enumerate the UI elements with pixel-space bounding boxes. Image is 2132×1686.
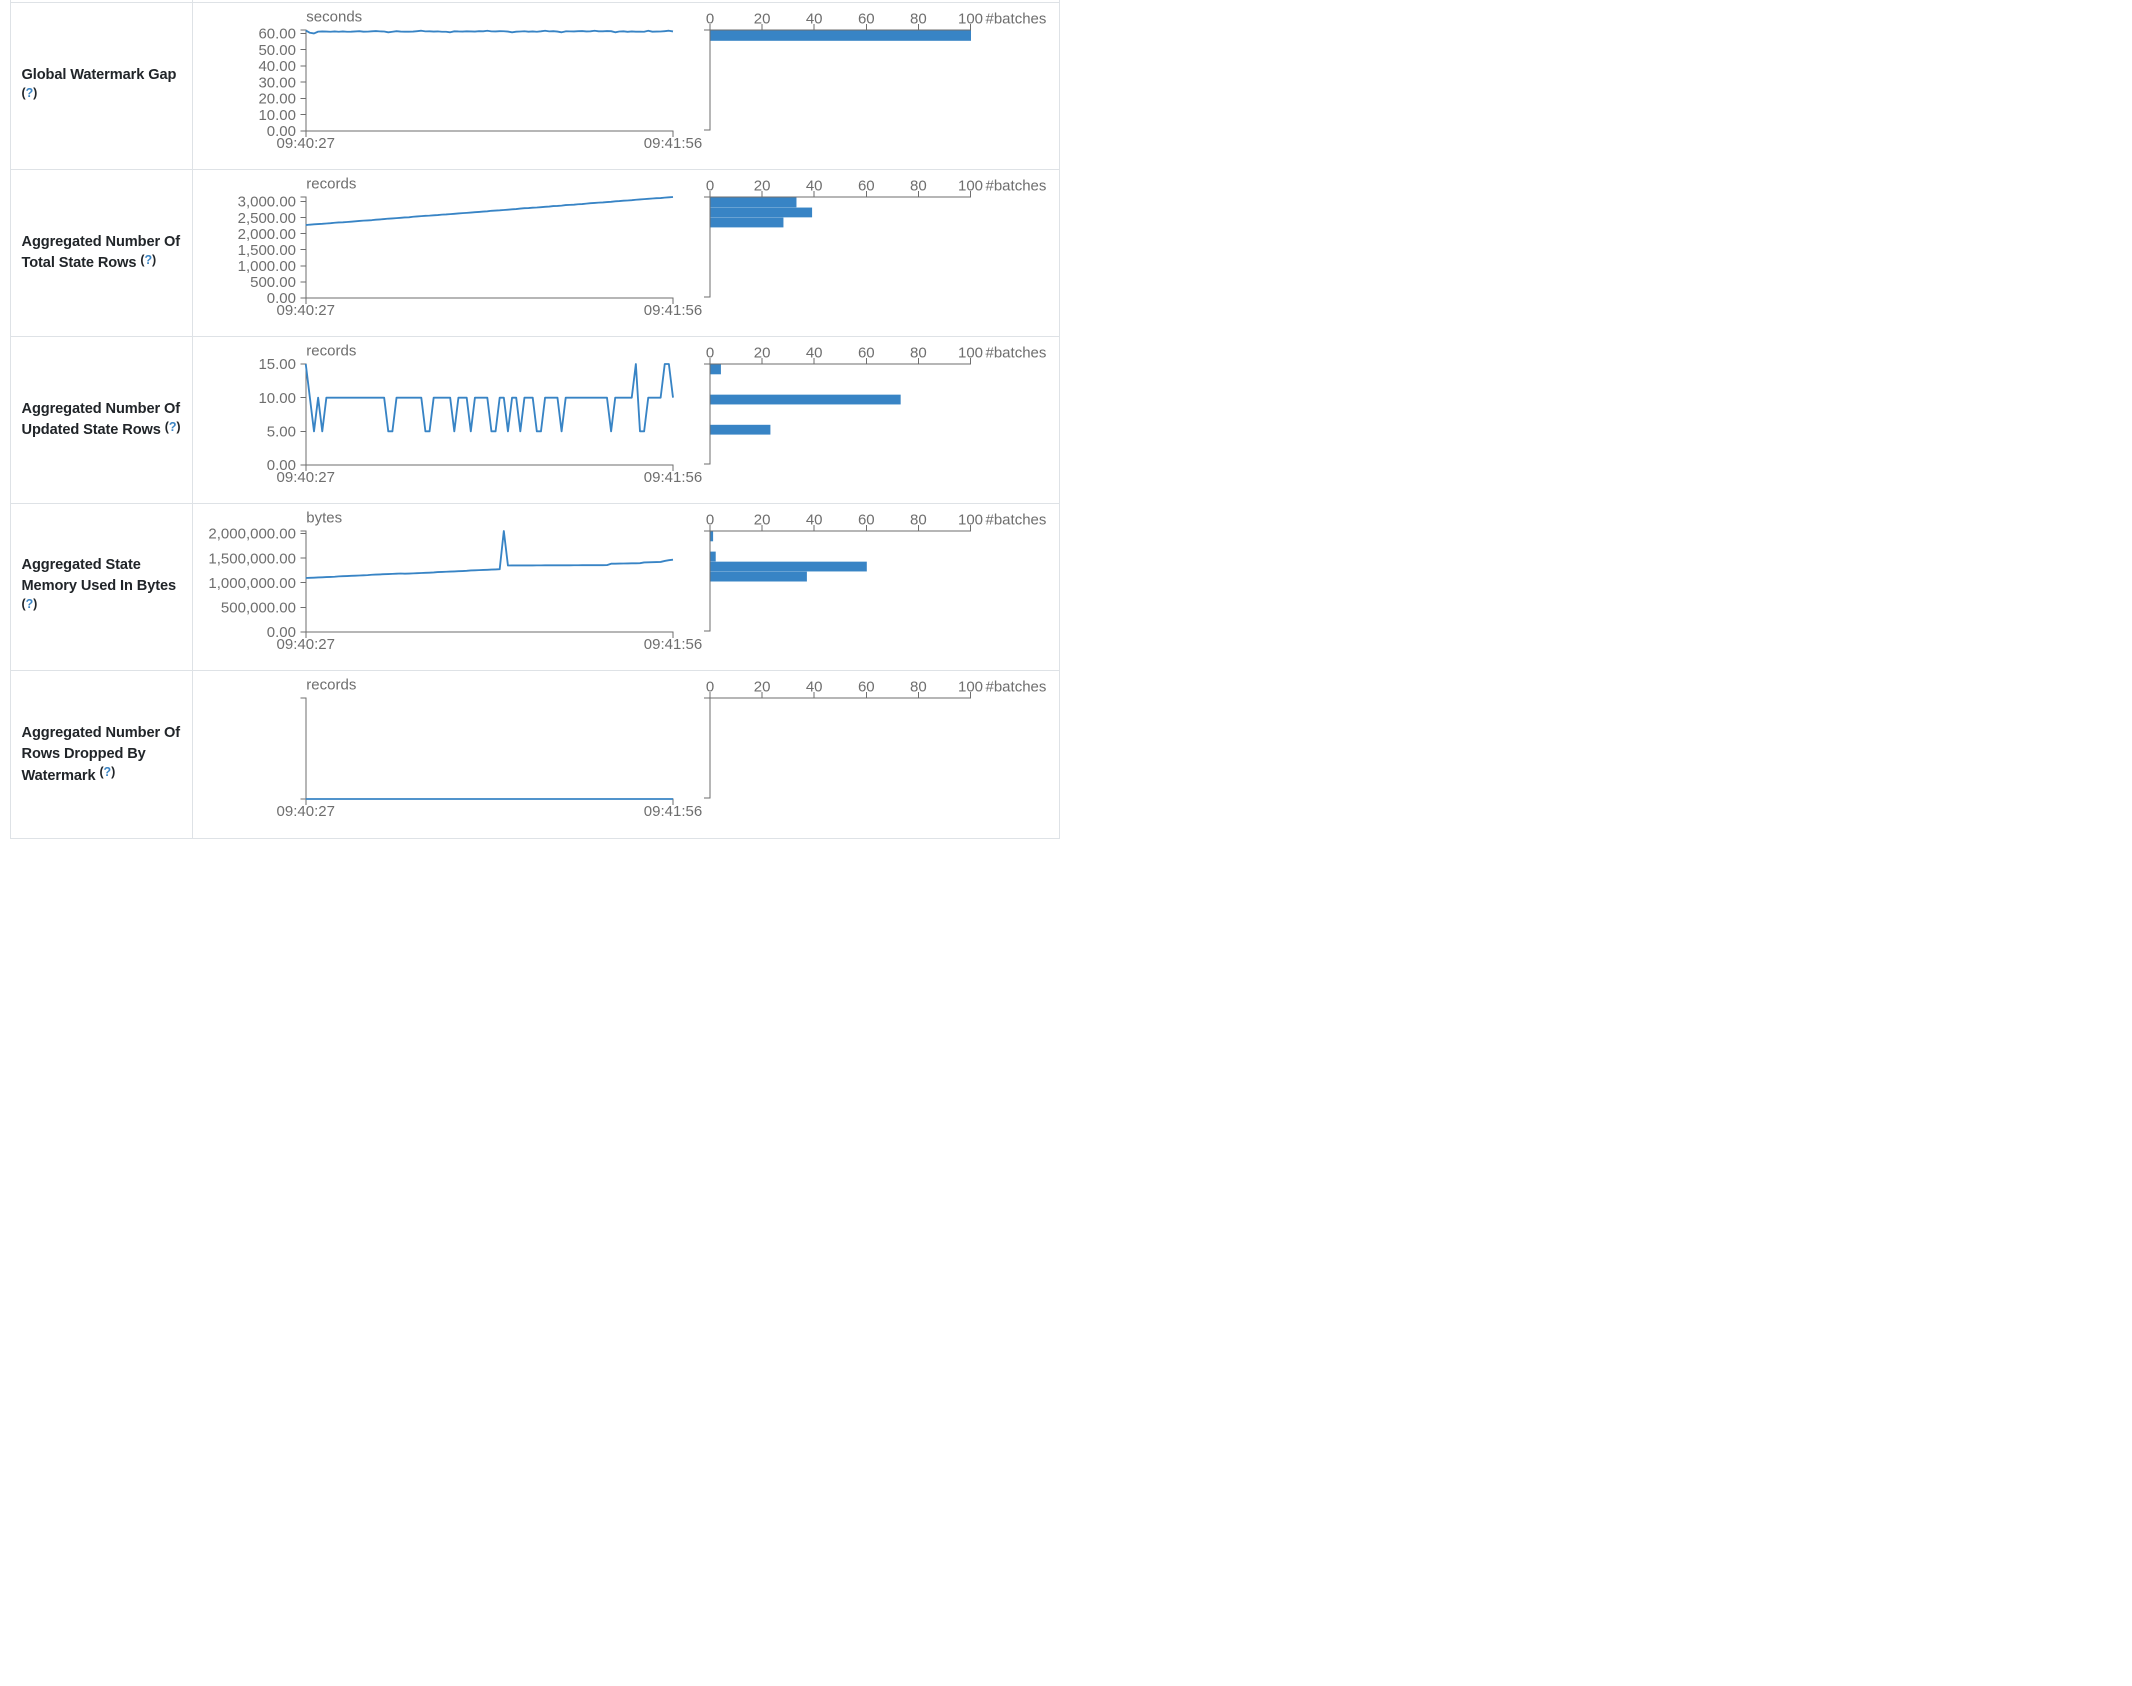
svg-text:0: 0 xyxy=(706,344,714,361)
svg-text:09:41:56: 09:41:56 xyxy=(644,802,702,819)
svg-text:0.00: 0.00 xyxy=(267,290,296,307)
svg-text:80: 80 xyxy=(910,344,927,361)
svg-text:09:40:27: 09:40:27 xyxy=(277,802,335,819)
svg-text:2,500.00: 2,500.00 xyxy=(238,209,296,226)
svg-text:20: 20 xyxy=(754,177,771,194)
svg-text:09:41:56: 09:41:56 xyxy=(644,468,702,485)
svg-text:50.00: 50.00 xyxy=(258,41,296,58)
svg-text:60: 60 xyxy=(858,177,875,194)
svg-text:records: records xyxy=(306,342,356,359)
svg-text:60: 60 xyxy=(858,511,875,528)
svg-text:1,500,000.00: 1,500,000.00 xyxy=(208,550,296,567)
svg-text:records: records xyxy=(306,676,356,693)
svg-text:100: 100 xyxy=(958,10,983,27)
svg-text:1,000,000.00: 1,000,000.00 xyxy=(208,574,296,591)
svg-text:09:40:27: 09:40:27 xyxy=(277,134,335,151)
svg-text:80: 80 xyxy=(910,10,927,27)
svg-text:40: 40 xyxy=(806,177,823,194)
svg-text:30.00: 30.00 xyxy=(258,74,296,91)
svg-text:0: 0 xyxy=(706,177,714,194)
svg-text:10.00: 10.00 xyxy=(258,106,296,123)
svg-text:2,000.00: 2,000.00 xyxy=(238,225,296,242)
svg-text:40: 40 xyxy=(806,10,823,27)
svg-text:20: 20 xyxy=(754,10,771,27)
svg-text:40: 40 xyxy=(806,678,823,695)
svg-text:0.00: 0.00 xyxy=(267,123,296,140)
svg-text:0.00: 0.00 xyxy=(267,457,296,474)
svg-text:#batches: #batches xyxy=(986,10,1047,27)
svg-text:60.00: 60.00 xyxy=(258,25,296,42)
svg-text:100: 100 xyxy=(958,344,983,361)
svg-text:80: 80 xyxy=(910,177,927,194)
svg-text:100: 100 xyxy=(958,177,983,194)
svg-text:09:40:27: 09:40:27 xyxy=(277,468,335,485)
svg-text:09:41:56: 09:41:56 xyxy=(644,134,702,151)
svg-text:2,000,000.00: 2,000,000.00 xyxy=(208,525,296,542)
svg-text:40: 40 xyxy=(806,344,823,361)
svg-text:09:41:56: 09:41:56 xyxy=(644,635,702,652)
svg-text:1,000.00: 1,000.00 xyxy=(238,258,296,275)
svg-text:60: 60 xyxy=(858,678,875,695)
svg-text:3,000.00: 3,000.00 xyxy=(238,193,296,210)
svg-text:20: 20 xyxy=(754,511,771,528)
svg-text:#batches: #batches xyxy=(986,511,1047,528)
svg-text:40: 40 xyxy=(806,511,823,528)
svg-text:60: 60 xyxy=(858,10,875,27)
svg-text:10.00: 10.00 xyxy=(258,389,296,406)
svg-text:records: records xyxy=(306,175,356,192)
svg-text:0: 0 xyxy=(706,511,714,528)
svg-text:60: 60 xyxy=(858,344,875,361)
svg-text:0.00: 0.00 xyxy=(267,624,296,641)
svg-text:#batches: #batches xyxy=(986,177,1047,194)
svg-text:500,000.00: 500,000.00 xyxy=(221,599,296,616)
svg-text:80: 80 xyxy=(910,678,927,695)
svg-text:40.00: 40.00 xyxy=(258,58,296,75)
svg-text:09:40:27: 09:40:27 xyxy=(277,301,335,318)
svg-text:0: 0 xyxy=(706,10,714,27)
svg-text:500.00: 500.00 xyxy=(250,274,296,291)
svg-text:100: 100 xyxy=(958,511,983,528)
svg-text:09:41:56: 09:41:56 xyxy=(644,301,702,318)
svg-text:#batches: #batches xyxy=(986,344,1047,361)
svg-text:20.00: 20.00 xyxy=(258,90,296,107)
svg-text:20: 20 xyxy=(754,678,771,695)
svg-text:bytes: bytes xyxy=(306,509,342,526)
svg-text:09:40:27: 09:40:27 xyxy=(277,635,335,652)
svg-text:5.00: 5.00 xyxy=(267,423,296,440)
svg-text:15.00: 15.00 xyxy=(258,356,296,373)
svg-text:seconds: seconds xyxy=(306,8,362,25)
svg-text:20: 20 xyxy=(754,344,771,361)
svg-text:100: 100 xyxy=(958,678,983,695)
svg-text:80: 80 xyxy=(910,511,927,528)
svg-text:1,500.00: 1,500.00 xyxy=(238,241,296,258)
svg-text:#batches: #batches xyxy=(986,678,1047,695)
svg-text:0: 0 xyxy=(706,678,714,695)
